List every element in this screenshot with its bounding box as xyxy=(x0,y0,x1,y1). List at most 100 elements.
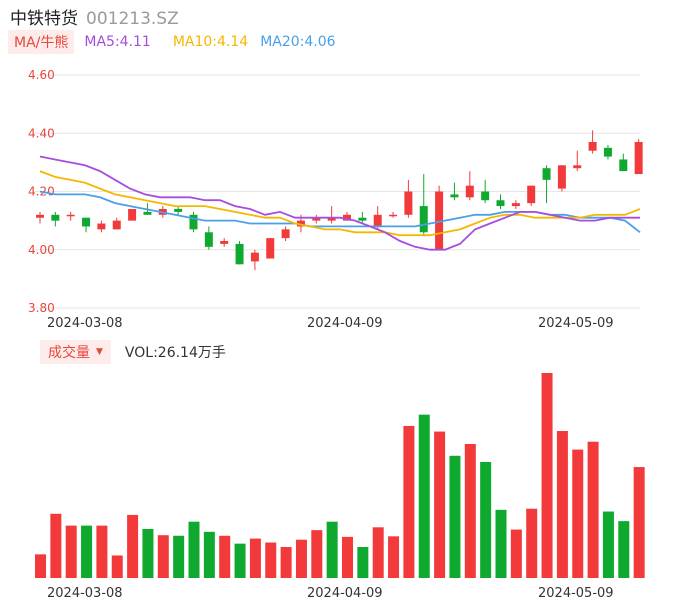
candle-body xyxy=(189,214,198,230)
y-tick-label: 4.60 xyxy=(28,68,55,82)
volume-bar xyxy=(541,373,553,578)
volume-bar xyxy=(495,509,507,578)
candle-body xyxy=(496,200,505,207)
candle-body xyxy=(542,168,551,180)
candle-body xyxy=(51,214,60,221)
x-date-label: 2024-05-09 xyxy=(538,316,614,331)
volume-bar xyxy=(280,547,292,578)
volume-bar xyxy=(219,535,231,578)
candle-body xyxy=(358,217,367,221)
candle-body xyxy=(235,243,244,265)
volume-bar xyxy=(572,449,584,578)
volume-x-date-label: 2024-05-09 xyxy=(538,586,614,601)
candle-body xyxy=(36,214,44,218)
candle-body xyxy=(174,208,183,212)
candle-body xyxy=(619,159,628,172)
volume-bar xyxy=(449,455,461,578)
ma10-label: MA10:4.14 xyxy=(172,34,249,50)
volume-bar xyxy=(173,535,185,578)
candle-body xyxy=(450,194,459,198)
candle-body xyxy=(281,229,290,239)
candle-body xyxy=(97,223,106,230)
volume-bar xyxy=(602,511,614,578)
volume-bar xyxy=(35,554,46,578)
volume-bar xyxy=(203,531,215,578)
volume-bar xyxy=(326,521,338,578)
candle-body xyxy=(404,191,413,215)
candle-body xyxy=(66,214,75,217)
candle-body xyxy=(204,232,213,247)
volume-bar xyxy=(357,547,369,578)
candle-body xyxy=(389,214,398,217)
y-tick-label: 4.00 xyxy=(28,243,55,257)
volume-bar xyxy=(633,467,645,578)
candle-body xyxy=(481,191,490,201)
volume-bar xyxy=(265,542,277,578)
stock-name: 中铁特货 xyxy=(10,9,78,29)
y-tick-label: 4.40 xyxy=(28,126,55,140)
candle-body xyxy=(266,238,275,259)
candle-body xyxy=(435,191,444,250)
volume-legend: 成交量 ▼ VOL:26.14万手 xyxy=(40,340,226,364)
volume-bar xyxy=(157,535,169,578)
candle-body xyxy=(419,206,428,233)
x-date-label: 2024-03-08 xyxy=(47,316,123,331)
candle-body xyxy=(112,220,121,230)
candle-body xyxy=(82,217,91,227)
volume-bar xyxy=(510,529,522,578)
volume-bar xyxy=(464,443,476,578)
candle-body xyxy=(603,147,612,157)
caret-down-icon: ▼ xyxy=(96,347,103,357)
volume-toggle-button[interactable]: 成交量 ▼ xyxy=(40,340,111,364)
volume-bar xyxy=(50,513,62,578)
volume-bar xyxy=(526,508,538,578)
volume-bar xyxy=(587,441,599,578)
volume-bar xyxy=(311,530,323,578)
candle-body xyxy=(573,165,582,169)
candle-body xyxy=(327,217,336,221)
candle-body xyxy=(465,185,474,198)
candle-body xyxy=(588,141,597,151)
volume-x-date-label: 2024-03-08 xyxy=(47,586,123,601)
stock-header: 中铁特货 001213.SZ xyxy=(10,4,179,29)
volume-bar xyxy=(556,431,568,578)
volume-bar xyxy=(434,431,446,578)
volume-bar xyxy=(142,529,154,578)
ma20-label: MA20:4.06 xyxy=(260,34,336,50)
volume-x-date-label: 2024-04-09 xyxy=(307,586,383,601)
volume-bar xyxy=(234,543,246,578)
volume-bar xyxy=(295,539,307,578)
ma-toggle-button[interactable]: MA/牛熊 xyxy=(8,30,75,54)
volume-bar xyxy=(111,555,123,578)
candle-body xyxy=(373,214,382,227)
candle-body xyxy=(128,208,137,221)
candle-body xyxy=(220,241,229,244)
volume-bar xyxy=(403,425,415,578)
volume-bar xyxy=(188,521,200,578)
ma5-line xyxy=(39,155,640,251)
ma5-label: MA5:4.11 xyxy=(84,34,151,50)
ma-legend: MA/牛熊 MA5:4.11 MA10:4.14 MA20:4.06 xyxy=(8,30,336,54)
volume-bar xyxy=(81,525,93,578)
x-date-label: 2024-04-09 xyxy=(307,316,383,331)
candle-body xyxy=(511,203,520,207)
candle-body xyxy=(250,252,259,262)
volume-bar xyxy=(249,538,261,578)
volume-bar xyxy=(388,536,400,578)
volume-bar xyxy=(65,525,77,578)
volume-bar xyxy=(372,527,384,578)
candle-body xyxy=(312,217,321,221)
stock-code: 001213.SZ xyxy=(86,9,179,29)
volume-bar xyxy=(480,461,492,578)
y-tick-label: 3.80 xyxy=(28,301,55,315)
candle-body xyxy=(343,214,351,221)
volume-bar xyxy=(418,414,430,578)
candle-body xyxy=(634,141,643,175)
volume-toggle-label: 成交量 xyxy=(48,345,90,361)
candle-body xyxy=(527,185,536,204)
volume-bar xyxy=(618,521,630,578)
volume-value: VOL:26.14万手 xyxy=(124,345,226,361)
ma10-line xyxy=(39,170,641,237)
candle-body xyxy=(143,211,152,215)
